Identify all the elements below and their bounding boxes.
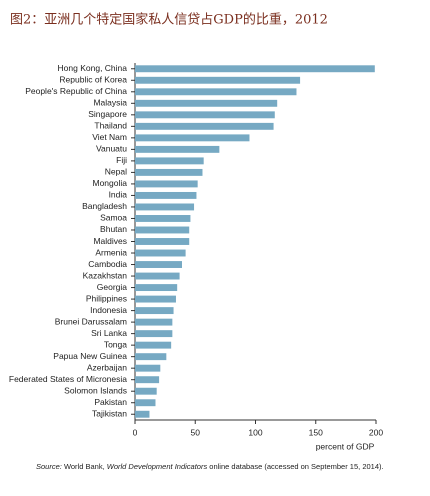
y-tick-label: People's Republic of China <box>25 86 127 96</box>
x-tick-label: 200 <box>369 427 383 437</box>
bar <box>135 191 197 199</box>
y-tick-label: Mongolia <box>93 178 128 188</box>
x-tick-label: 150 <box>309 427 323 437</box>
y-tick-label: Malaysia <box>93 98 127 108</box>
bar <box>135 203 195 211</box>
bar <box>135 134 250 142</box>
bar <box>135 272 180 280</box>
bar <box>135 180 198 188</box>
y-tick-label: Samoa <box>100 213 127 223</box>
y-tick-label: Solomon Islands <box>64 385 127 395</box>
x-tick-label: 50 <box>191 427 201 437</box>
y-tick-label: Hong Kong, China <box>58 63 128 73</box>
bar <box>135 410 150 418</box>
bar <box>135 168 203 176</box>
bar <box>135 157 204 165</box>
y-tick-label: Singapore <box>88 109 127 119</box>
bar <box>135 353 167 361</box>
y-tick-label: Pakistan <box>94 397 127 407</box>
x-tick-label: 0 <box>133 427 138 437</box>
y-tick-label: Nepal <box>105 167 127 177</box>
x-tick-label: 100 <box>248 427 262 437</box>
bar <box>135 387 157 395</box>
y-tick-label: Maldives <box>93 236 127 246</box>
source-text: online database (accessed on September 1… <box>207 462 384 471</box>
y-tick-label: Vanuatu <box>96 144 127 154</box>
chart: 图2：亚洲几个特定国家私人信贷占GDP的比重，2012 percent of G… <box>9 12 383 452</box>
y-tick-label: Viet Nam <box>92 132 127 142</box>
y-tick-label: Federated States of Micronesia <box>9 374 127 384</box>
source-text: World Bank, <box>61 462 107 471</box>
y-tick-label: Cambodia <box>88 259 127 269</box>
bar <box>135 111 275 119</box>
bar <box>135 330 173 338</box>
y-tick-label: India <box>109 190 128 200</box>
source-italic: World Development Indicators <box>106 462 208 471</box>
bar <box>135 364 161 372</box>
bar <box>135 88 297 96</box>
bar <box>135 99 278 107</box>
chart-title: 图2：亚洲几个特定国家私人信贷占GDP的比重，2012 <box>10 12 328 28</box>
bar <box>135 145 220 153</box>
x-axis-label: percent of GDP <box>316 441 375 451</box>
bar <box>135 238 190 245</box>
bar <box>135 376 160 384</box>
bar <box>135 76 301 84</box>
bar <box>135 284 178 292</box>
y-tick-label: Bhutan <box>100 224 127 234</box>
y-tick-label: Papua New Guinea <box>53 351 127 361</box>
y-tick-label: Philippines <box>86 293 127 303</box>
bar <box>135 341 172 349</box>
bar <box>135 65 375 73</box>
y-tick-label: Brunei Darussalam <box>55 316 127 326</box>
bar <box>135 307 174 315</box>
bar <box>135 215 191 222</box>
bar <box>135 249 186 257</box>
bar <box>135 261 182 268</box>
y-tick-label: Azerbaijan <box>87 362 127 372</box>
y-tick-label: Kazakhstan <box>83 270 128 280</box>
source-label: Source: <box>36 462 62 471</box>
y-tick-label: Georgia <box>97 282 128 292</box>
y-tick-label: Thailand <box>94 121 127 131</box>
bar <box>135 295 176 303</box>
bar <box>135 226 190 234</box>
bar <box>135 122 274 130</box>
y-tick-label: Republic of Korea <box>59 75 127 85</box>
bar <box>135 399 156 407</box>
y-tick-label: Bangladesh <box>82 201 127 211</box>
y-tick-label: Armenia <box>95 247 127 257</box>
source-note: Source: World Bank, World Development In… <box>36 462 396 472</box>
bar <box>135 318 173 326</box>
y-tick-label: Fiji <box>116 155 127 165</box>
y-tick-label: Sri Lanka <box>91 328 127 338</box>
y-tick-label: Indonesia <box>90 305 127 315</box>
y-tick-label: Tonga <box>104 339 127 349</box>
y-tick-label: Tajikistan <box>92 408 127 418</box>
